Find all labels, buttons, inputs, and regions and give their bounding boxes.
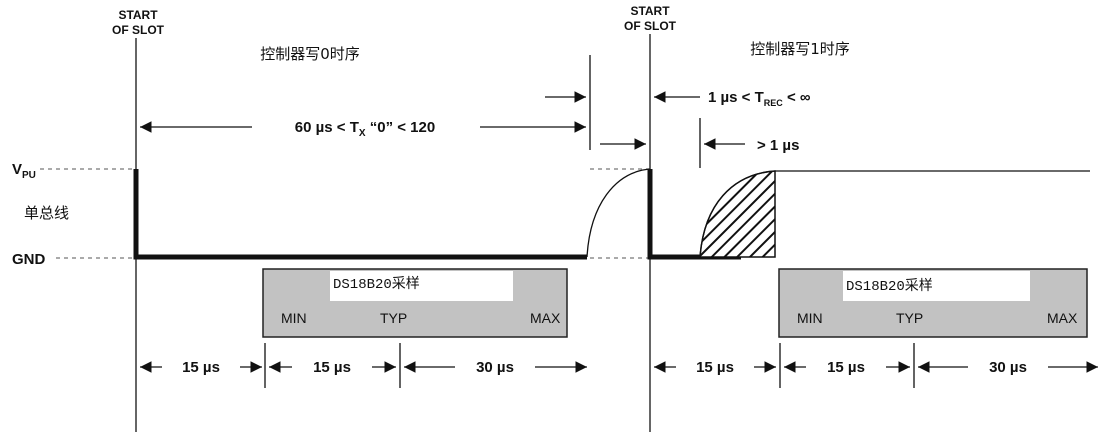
slot0-sampling-label-bg — [330, 271, 513, 301]
slot0-sampling-title: DS18B20采样 — [333, 276, 420, 293]
slot0-duration-1: 15 µs — [182, 359, 220, 376]
slot0-sampling-box: DS18B20采样 MIN TYP MAX — [262, 268, 568, 338]
slot1-duration-3: 30 µs — [989, 359, 1027, 376]
slot1-duration-2: 15 µs — [827, 359, 865, 376]
slot1-sampling-box: DS18B20采样 MIN TYP MAX — [778, 268, 1088, 338]
slot1-sampling-label-bg — [843, 271, 1030, 301]
tx0-timing-label: 60 µs < TX “0” < 120 — [295, 119, 435, 139]
slot0-start-label-line2: OF SLOT — [112, 23, 165, 37]
write1-title: 控制器写1时序 — [750, 40, 850, 58]
slot0-typ-label: TYP — [380, 310, 407, 326]
trec-timing-label: 1 µs < TREC < ∞ — [708, 89, 811, 108]
slot1-sampling-title: DS18B20采样 — [846, 278, 933, 295]
slot0-max-label: MAX — [530, 310, 561, 326]
slot0-min-label: MIN — [281, 310, 307, 326]
slot0-start-label-line1: START — [118, 8, 158, 22]
slot1-durations: 15 µs 15 µs 30 µs — [654, 359, 1098, 376]
write0-recovery-rise — [586, 168, 651, 258]
slot1-max-label: MAX — [1047, 310, 1078, 326]
vpu-label: VPU — [12, 161, 36, 181]
write0-title: 控制器写0时序 — [260, 45, 360, 63]
slot1-typ-label: TYP — [896, 310, 923, 326]
slot1-min-label: MIN — [797, 310, 823, 326]
write1-high-level — [699, 170, 1090, 258]
slot1-duration-1: 15 µs — [696, 359, 734, 376]
slot0-duration-2: 15 µs — [313, 359, 351, 376]
slot1-start-label-line1: START — [630, 4, 670, 18]
write0-low-pulse — [133, 169, 587, 260]
gt1-timing-label: > 1 µs — [757, 137, 799, 154]
slot0-durations: 15 µs 15 µs 30 µs — [140, 359, 587, 376]
slot0-duration-3: 30 µs — [476, 359, 514, 376]
bus-label: 单总线 — [24, 204, 69, 222]
slot1-start-label-line2: OF SLOT — [624, 19, 677, 33]
gnd-label: GND — [12, 251, 46, 268]
slot1-sampling-box-frame — [778, 268, 1088, 338]
